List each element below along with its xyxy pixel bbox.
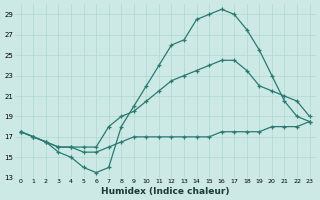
X-axis label: Humidex (Indice chaleur): Humidex (Indice chaleur) bbox=[101, 187, 229, 196]
